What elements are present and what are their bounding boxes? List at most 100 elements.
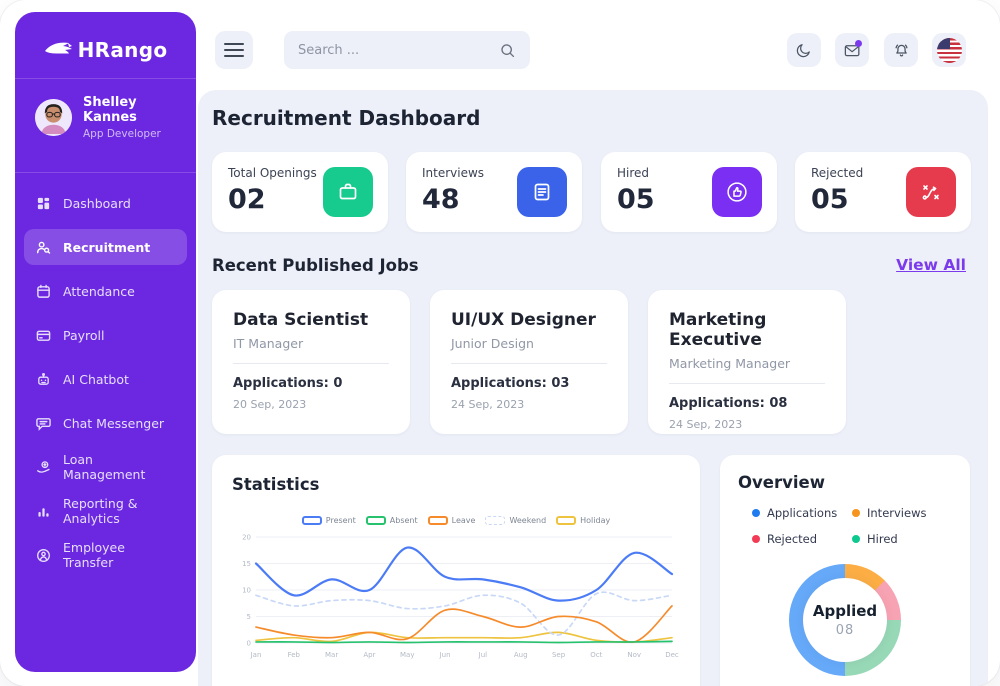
sidebar-item-label: Payroll [63, 327, 105, 343]
legend-label: Hired [867, 532, 898, 546]
sidebar-item-attendance[interactable]: Attendance [24, 273, 187, 309]
svg-text:Jul: Jul [478, 651, 488, 659]
legend-dot [752, 509, 760, 517]
stat-card-interviews: Interviews 48 [406, 152, 582, 232]
briefcase-icon [323, 167, 373, 217]
sidebar-item-label: Reporting & Analytics [63, 496, 138, 526]
legend-dot [852, 509, 860, 517]
stat-label: Total Openings [228, 166, 317, 180]
job-card-uiux-designer[interactable]: UI/UX Designer Junior Design Application… [430, 290, 628, 434]
svg-text:Nov: Nov [627, 651, 641, 659]
menu-toggle-button[interactable] [215, 31, 253, 69]
chat-bubble-icon [36, 417, 51, 431]
sidebar-item-label: AI Chatbot [63, 371, 129, 387]
series-holiday [255, 631, 673, 643]
dark-mode-button[interactable] [787, 33, 821, 67]
search-bar [284, 31, 530, 69]
bell-icon [894, 43, 908, 56]
stat-card-rejected: Rejected 05 [795, 152, 971, 232]
credit-card-icon [36, 330, 51, 341]
statistics-card: Statistics Present Absent Leave Weekend Holi… [212, 455, 700, 686]
stat-label: Hired [617, 166, 650, 180]
legend-item-holiday: Holiday [556, 516, 610, 525]
job-date: 24 Sep, 2023 [451, 398, 525, 411]
sidebar-item-label: Employee Transfer [63, 540, 125, 570]
notifications-button[interactable] [884, 33, 918, 67]
user-profile[interactable]: Shelley Kannes App Developer [15, 79, 196, 156]
svg-text:Jan: Jan [250, 651, 262, 659]
thumbs-up-icon [712, 167, 762, 217]
sidebar-nav: Dashboard Recruitment Attendance [15, 173, 196, 573]
svg-text:Jun: Jun [439, 651, 451, 659]
mail-icon [844, 44, 859, 56]
job-subtitle: Marketing Manager [669, 356, 791, 371]
jobs-section-title: Recent Published Jobs [212, 256, 419, 275]
messages-button[interactable] [835, 33, 869, 67]
language-button[interactable] [932, 33, 966, 67]
page-title: Recruitment Dashboard [212, 106, 481, 130]
legend-swatch [365, 516, 386, 525]
sidebar-item-recruitment[interactable]: Recruitment [24, 229, 187, 265]
svg-text:Aug: Aug [514, 651, 528, 659]
avatar-illustration [35, 99, 72, 136]
person-circle-icon [37, 548, 50, 562]
app-logo[interactable]: HRango [15, 12, 196, 62]
legend-swatch [301, 516, 322, 525]
statistics-title: Statistics [232, 475, 320, 494]
job-applications: Applications: 08 [669, 396, 788, 411]
svg-text:20: 20 [242, 534, 251, 542]
legend-item-applications: Applications [752, 506, 852, 520]
series-present [254, 546, 674, 602]
view-all-link[interactable]: View All [896, 256, 966, 274]
sidebar-item-dashboard[interactable]: Dashboard [24, 185, 187, 221]
sidebar-item-ai-chatbot[interactable]: AI Chatbot [24, 361, 187, 397]
job-subtitle: IT Manager [233, 336, 304, 351]
job-subtitle: Junior Design [451, 336, 534, 351]
avatar[interactable] [35, 99, 72, 136]
legend-item-hired: Hired [852, 532, 952, 546]
sidebar-item-reporting-analytics[interactable]: Reporting & Analytics [24, 493, 187, 529]
donut-center-label: Applied [812, 602, 878, 620]
svg-text:Apr: Apr [363, 651, 375, 659]
legend-label: Present [325, 516, 356, 525]
app-name: HRango [77, 38, 168, 62]
divider [669, 383, 825, 384]
legend-item-rejected: Rejected [752, 532, 852, 546]
legend-item-weekend: Weekend [485, 516, 546, 525]
search-input[interactable] [298, 42, 499, 58]
job-card-data-scientist[interactable]: Data Scientist IT Manager Applications: … [212, 290, 410, 434]
legend-swatch [556, 516, 577, 525]
legend-swatch [485, 516, 506, 525]
sidebar-item-loan-management[interactable]: Loan Management [24, 449, 187, 485]
legend-label: Holiday [580, 516, 611, 525]
job-date: 24 Sep, 2023 [669, 418, 743, 431]
stat-card-total-openings: Total Openings 02 [212, 152, 388, 232]
legend-label: Leave [451, 516, 476, 525]
legend-label: Applications [767, 506, 838, 520]
sidebar-item-employee-transfer[interactable]: Employee Transfer [24, 537, 187, 573]
recruitment-icon [36, 241, 51, 254]
svg-text:15: 15 [242, 560, 251, 568]
sidebar-item-label: Attendance [63, 283, 135, 299]
dashboard-icon [37, 197, 50, 209]
hrango-logo-icon [44, 42, 72, 54]
svg-text:0: 0 [247, 640, 251, 648]
job-title: Data Scientist [233, 310, 369, 330]
sidebar-item-chat-messenger[interactable]: Chat Messenger [24, 405, 187, 441]
sidebar-item-label: Dashboard [63, 195, 131, 211]
sidebar-item-payroll[interactable]: Payroll [24, 317, 187, 353]
svg-text:Sep: Sep [552, 651, 566, 659]
sidebar-item-label: Loan Management [63, 452, 146, 482]
job-title: UI/UX Designer [451, 310, 596, 330]
overview-card: Overview Applications Interviews Rejecte… [720, 455, 970, 686]
job-title: Marketing Executive [669, 310, 767, 350]
calendar-icon [37, 284, 50, 298]
document-icon [517, 167, 567, 217]
sidebar-divider [15, 172, 196, 173]
job-card-marketing-executive[interactable]: Marketing Executive Marketing Manager Ap… [648, 290, 846, 434]
divider [233, 363, 389, 364]
stat-card-hired: Hired 05 [601, 152, 777, 232]
svg-text:10: 10 [242, 587, 251, 595]
legend-item-interviews: Interviews [852, 506, 952, 520]
